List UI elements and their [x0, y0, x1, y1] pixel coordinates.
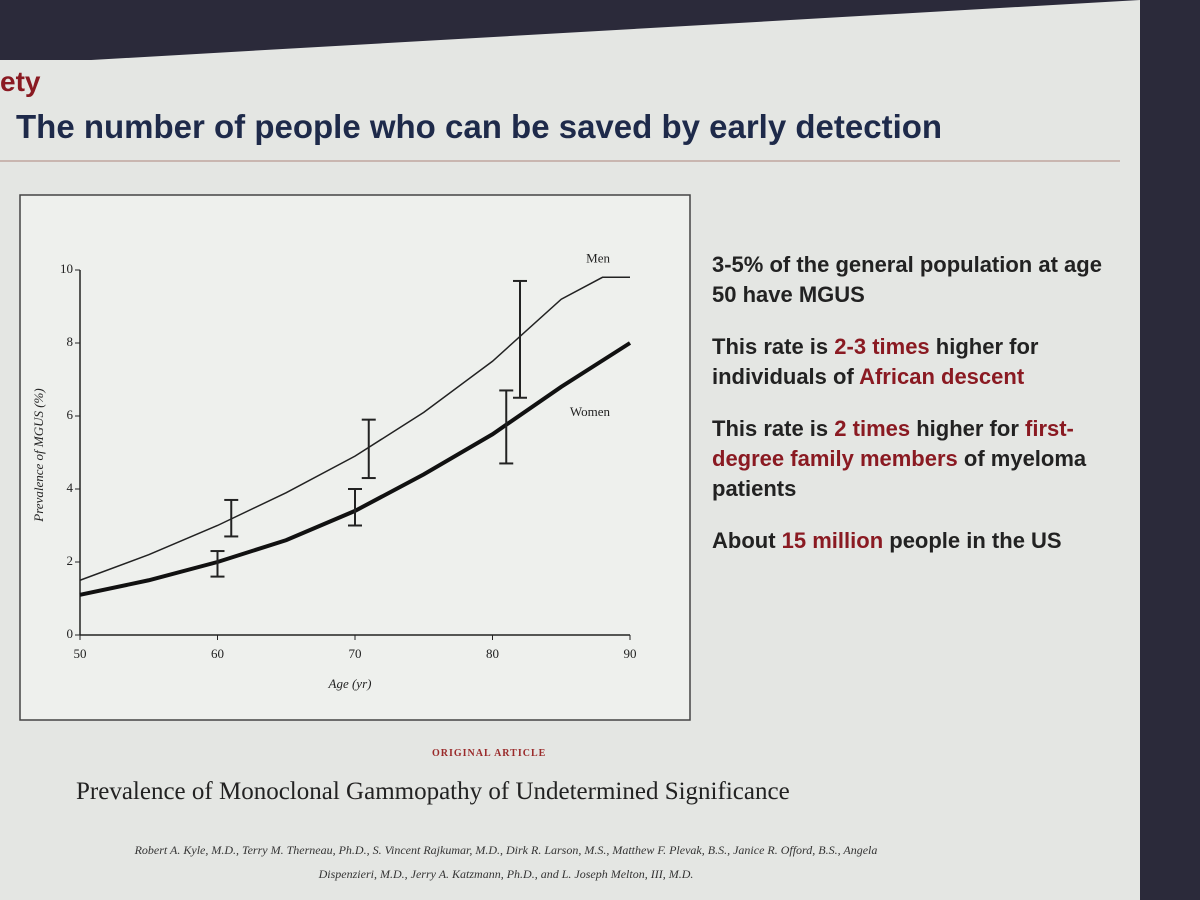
error-bar	[210, 550, 225, 578]
y-tick-label: 4	[67, 480, 74, 495]
error-bar	[361, 418, 376, 480]
bullet-text: About	[712, 528, 782, 553]
article-title: Prevalence of Monoclonal Gammopathy of U…	[76, 778, 790, 805]
org-name: ety	[0, 66, 41, 97]
error-bar	[513, 279, 527, 399]
bullet-text: This rate is	[712, 416, 835, 441]
author-line: Dispenzieri, M.D., Jerry A. Katzmann, Ph…	[318, 867, 694, 881]
error-bar	[224, 498, 239, 538]
slide-title: The number of people who can be saved by…	[16, 108, 943, 145]
bullet: About 15 million people in the US	[712, 526, 1112, 556]
bullet: This rate is 2-3 times higher for indivi…	[712, 332, 1112, 392]
highlight-text: first-degree family members	[712, 416, 1074, 471]
author-line: Robert A. Kyle, M.D., Terry M. Therneau,…	[134, 843, 878, 857]
x-tick-label: 70	[349, 646, 362, 661]
bullet-text: people in the US	[883, 528, 1062, 553]
bullet-text: of myeloma patients	[712, 446, 1087, 501]
y-tick-label: 8	[67, 334, 74, 349]
article-kicker: ORIGINAL ARTICLE	[432, 748, 547, 759]
y-tick-label: 2	[67, 553, 74, 568]
slide: ety The number of people who can be save…	[0, 0, 1140, 900]
line	[79, 276, 630, 581]
bullet: 3-5% of the general population at age 50…	[712, 250, 1112, 310]
y-axis-title: Prevalence of MGUS (%)	[31, 388, 46, 522]
bullet: This rate is 2 times higher for first-de…	[712, 414, 1112, 504]
x-tick-label: 80	[486, 646, 499, 661]
x-tick-label: 90	[624, 646, 637, 661]
series-label: Women	[570, 404, 611, 419]
x-axis-title: Age (yr)	[328, 676, 372, 691]
highlight-text: African descent	[859, 364, 1025, 389]
error-bar	[348, 488, 362, 527]
highlight-text: 2-3 times	[834, 334, 930, 359]
bullet-list: 3-5% of the general population at age 50…	[712, 250, 1112, 578]
chart: Age (yr) Prevalence of MGUS (%) 0 2 4 6 8 10 5…	[19, 194, 691, 721]
bullet-text: 3-5% of the general population at age 50…	[712, 252, 1102, 307]
error-bar	[499, 389, 514, 465]
chart-frame	[19, 194, 691, 721]
highlight-text: 15 million	[781, 528, 884, 553]
y-tick-label: 6	[67, 407, 74, 422]
highlight-text: 2 times	[834, 416, 911, 441]
header-band	[0, 0, 1140, 60]
x-tick-label: 60	[211, 646, 224, 661]
bullet-text: higher for	[910, 416, 1025, 441]
divider	[0, 160, 1120, 162]
bullet-text: higher for individuals of	[712, 334, 1039, 389]
series-label: Men	[586, 250, 610, 265]
bullet-text: This rate is	[712, 334, 835, 359]
x-tick-label: 50	[74, 646, 87, 661]
y-tick-label: 0	[67, 626, 74, 641]
y-tick-label: 10	[60, 261, 73, 276]
article-authors: Robert A. Kyle, M.D., Terry M. Therneau,…	[36, 838, 976, 886]
